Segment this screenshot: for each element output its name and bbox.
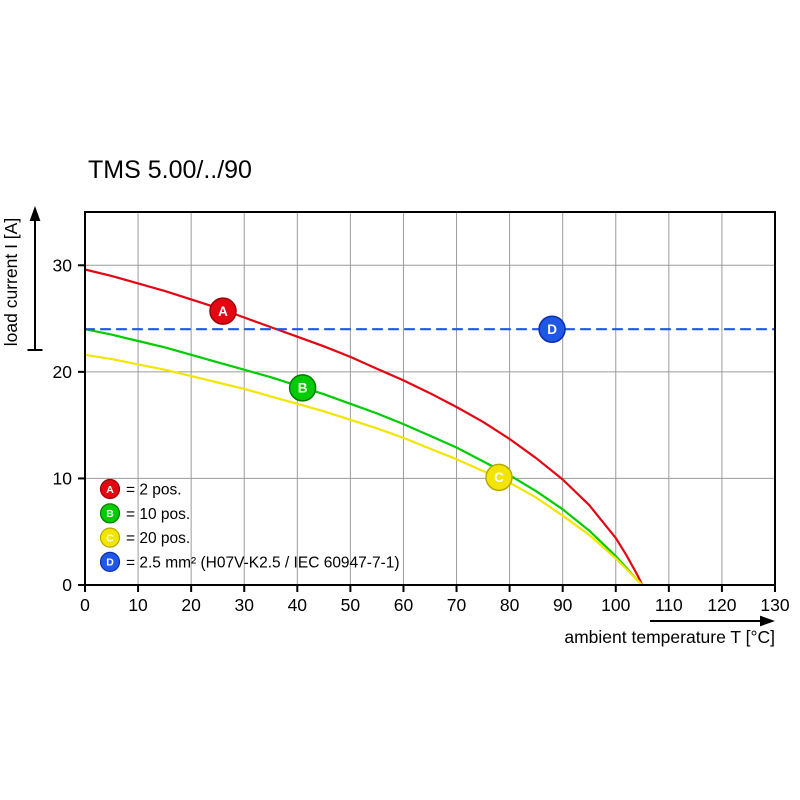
- x-tick-label: 10: [128, 595, 148, 615]
- plot-border: [84, 211, 776, 586]
- legend-swatch-A: [99, 478, 121, 500]
- curve-B: [83, 328, 644, 587]
- x-tick-label: 90: [553, 595, 573, 615]
- legend-letter-B: B: [106, 508, 114, 520]
- y-tick-label: 10: [53, 468, 73, 488]
- y-tick-label: 30: [53, 255, 73, 275]
- curve-A: [83, 268, 644, 587]
- marker-C: [485, 463, 513, 492]
- legend-label-A: = 2 pos.: [126, 482, 182, 499]
- curve-C: [83, 353, 644, 587]
- marker-B: [288, 374, 317, 402]
- legend-label-D: = 2.5 mm² (H07V-K2.5 / IEC 60947-7-1): [126, 554, 400, 571]
- marker-letter-B: B: [298, 381, 308, 396]
- x-axis-label: ambient temperature T [°C]: [564, 627, 775, 647]
- y-axis-label: load current I [A]: [1, 218, 21, 346]
- x-tick-label: 0: [80, 595, 90, 615]
- marker-letter-D: D: [547, 322, 557, 337]
- x-tick-label: 110: [655, 595, 683, 615]
- legend-label-B: = 10 pos.: [126, 506, 190, 523]
- x-tick-label: 100: [601, 595, 630, 615]
- y-tick-label: 20: [53, 362, 73, 382]
- page-title: TMS 5.00/../90: [88, 156, 252, 184]
- x-tick-label: 40: [288, 595, 308, 615]
- marker-D: [538, 315, 566, 343]
- x-tick-label: 70: [447, 595, 467, 615]
- marker-letter-C: C: [494, 470, 504, 485]
- x-tick-label: 120: [707, 595, 736, 615]
- legend-swatch-C: [99, 527, 121, 548]
- legend-swatch-B: [99, 503, 121, 524]
- legend-letter-D: D: [106, 557, 114, 569]
- x-tick-label: 60: [394, 595, 414, 615]
- x-tick-label: 80: [500, 595, 520, 615]
- legend-label-C: = 20 pos.: [126, 530, 190, 547]
- plot-area: 0 10 20 30 40 50 60 70 80 90 100 110 120 1300102030AB…: [53, 211, 790, 615]
- x-axis-arrow-icon: [650, 615, 775, 627]
- legend-letter-C: C: [106, 532, 114, 544]
- legend-letter-A: A: [106, 484, 114, 496]
- x-tick-label: 20: [181, 595, 201, 615]
- y-axis-arrow-icon: [27, 206, 43, 351]
- x-tick-label: 50: [341, 595, 361, 615]
- marker-letter-A: A: [218, 304, 228, 319]
- y-tick-label: 0: [62, 575, 72, 595]
- marker-A: [209, 297, 237, 325]
- legend-swatch-D: [99, 551, 121, 573]
- x-tick-label: 30: [234, 595, 254, 615]
- x-tick-label: 130: [760, 595, 789, 615]
